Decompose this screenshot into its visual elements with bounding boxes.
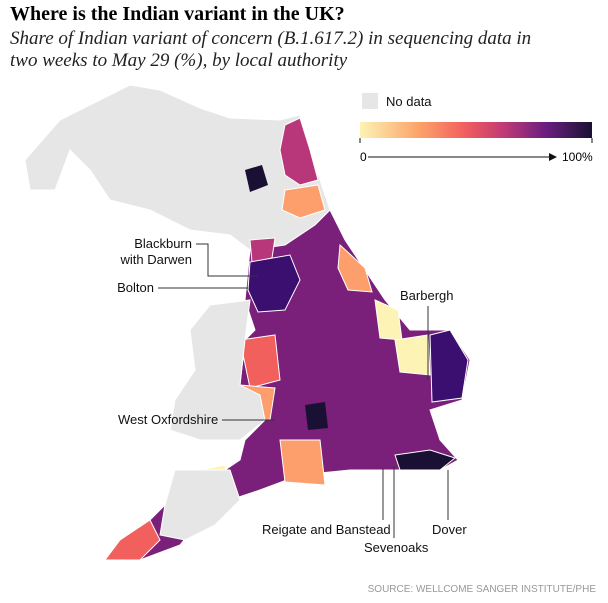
region (279, 439, 326, 486)
subtitle: two weeks to May 29 (%), by local author… (10, 50, 348, 71)
wales (169, 299, 266, 441)
callout-label: Blackburn (134, 236, 192, 251)
callout-label: Reigate and Banstead (262, 522, 391, 537)
region (305, 402, 328, 430)
tick-label: 0 (360, 150, 367, 164)
colorbar (360, 122, 592, 138)
callout-line (196, 243, 258, 277)
callout-label: Dover (432, 522, 467, 537)
no-data-swatch (362, 93, 378, 109)
legend-label: No data (386, 94, 432, 109)
map (24, 84, 471, 561)
region (429, 329, 469, 403)
southwest (159, 469, 241, 541)
region (239, 334, 281, 389)
tick-label: 100% (562, 150, 593, 164)
region (394, 449, 457, 471)
callout-label: with Darwen (119, 252, 192, 267)
region (374, 299, 403, 341)
callout-label: Barbergh (400, 288, 453, 303)
region (281, 184, 326, 219)
callout-label: Bolton (117, 280, 154, 295)
callout-label: West Oxfordshire (118, 412, 218, 427)
region (337, 243, 373, 293)
region (279, 117, 319, 186)
subtitle: Share of Indian variant of concern (B.1.… (10, 28, 531, 49)
region (245, 165, 268, 192)
region (394, 334, 431, 376)
region (247, 254, 301, 313)
region (104, 519, 161, 561)
callout-label: Sevenoaks (364, 540, 429, 555)
title: Where is the Indian variant in the UK? (10, 3, 345, 25)
source: SOURCE: WELLCOME SANGER INSTITUTE/PHE (368, 584, 597, 595)
